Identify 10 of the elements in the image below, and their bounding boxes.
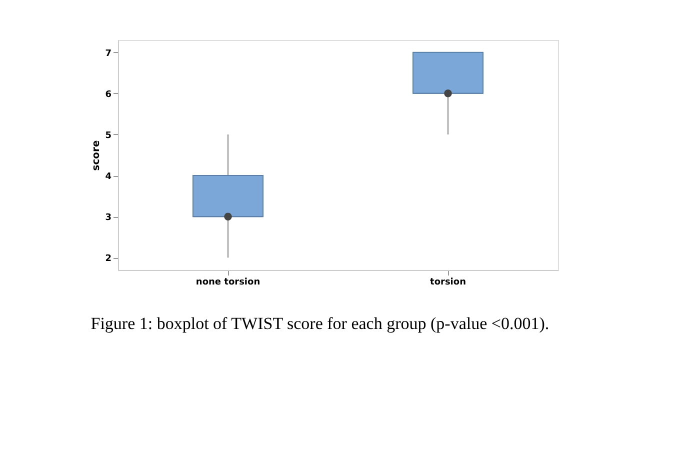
x-tick-label: torsion: [430, 278, 466, 288]
y-axis-title: score: [91, 140, 102, 171]
x-tick-label: none torsion: [196, 278, 260, 288]
y-tick-label: 5: [105, 130, 112, 141]
caption: Figure 1: boxplot of TWIST score for each group (p-value <0.001).: [90, 314, 550, 333]
y-tick-label: 2: [105, 254, 112, 264]
y-tick-label: 7: [105, 48, 112, 59]
y-tick-label: 4: [105, 172, 112, 182]
y-tick-label: 3: [105, 213, 112, 224]
y-tick-label: 6: [105, 90, 112, 100]
